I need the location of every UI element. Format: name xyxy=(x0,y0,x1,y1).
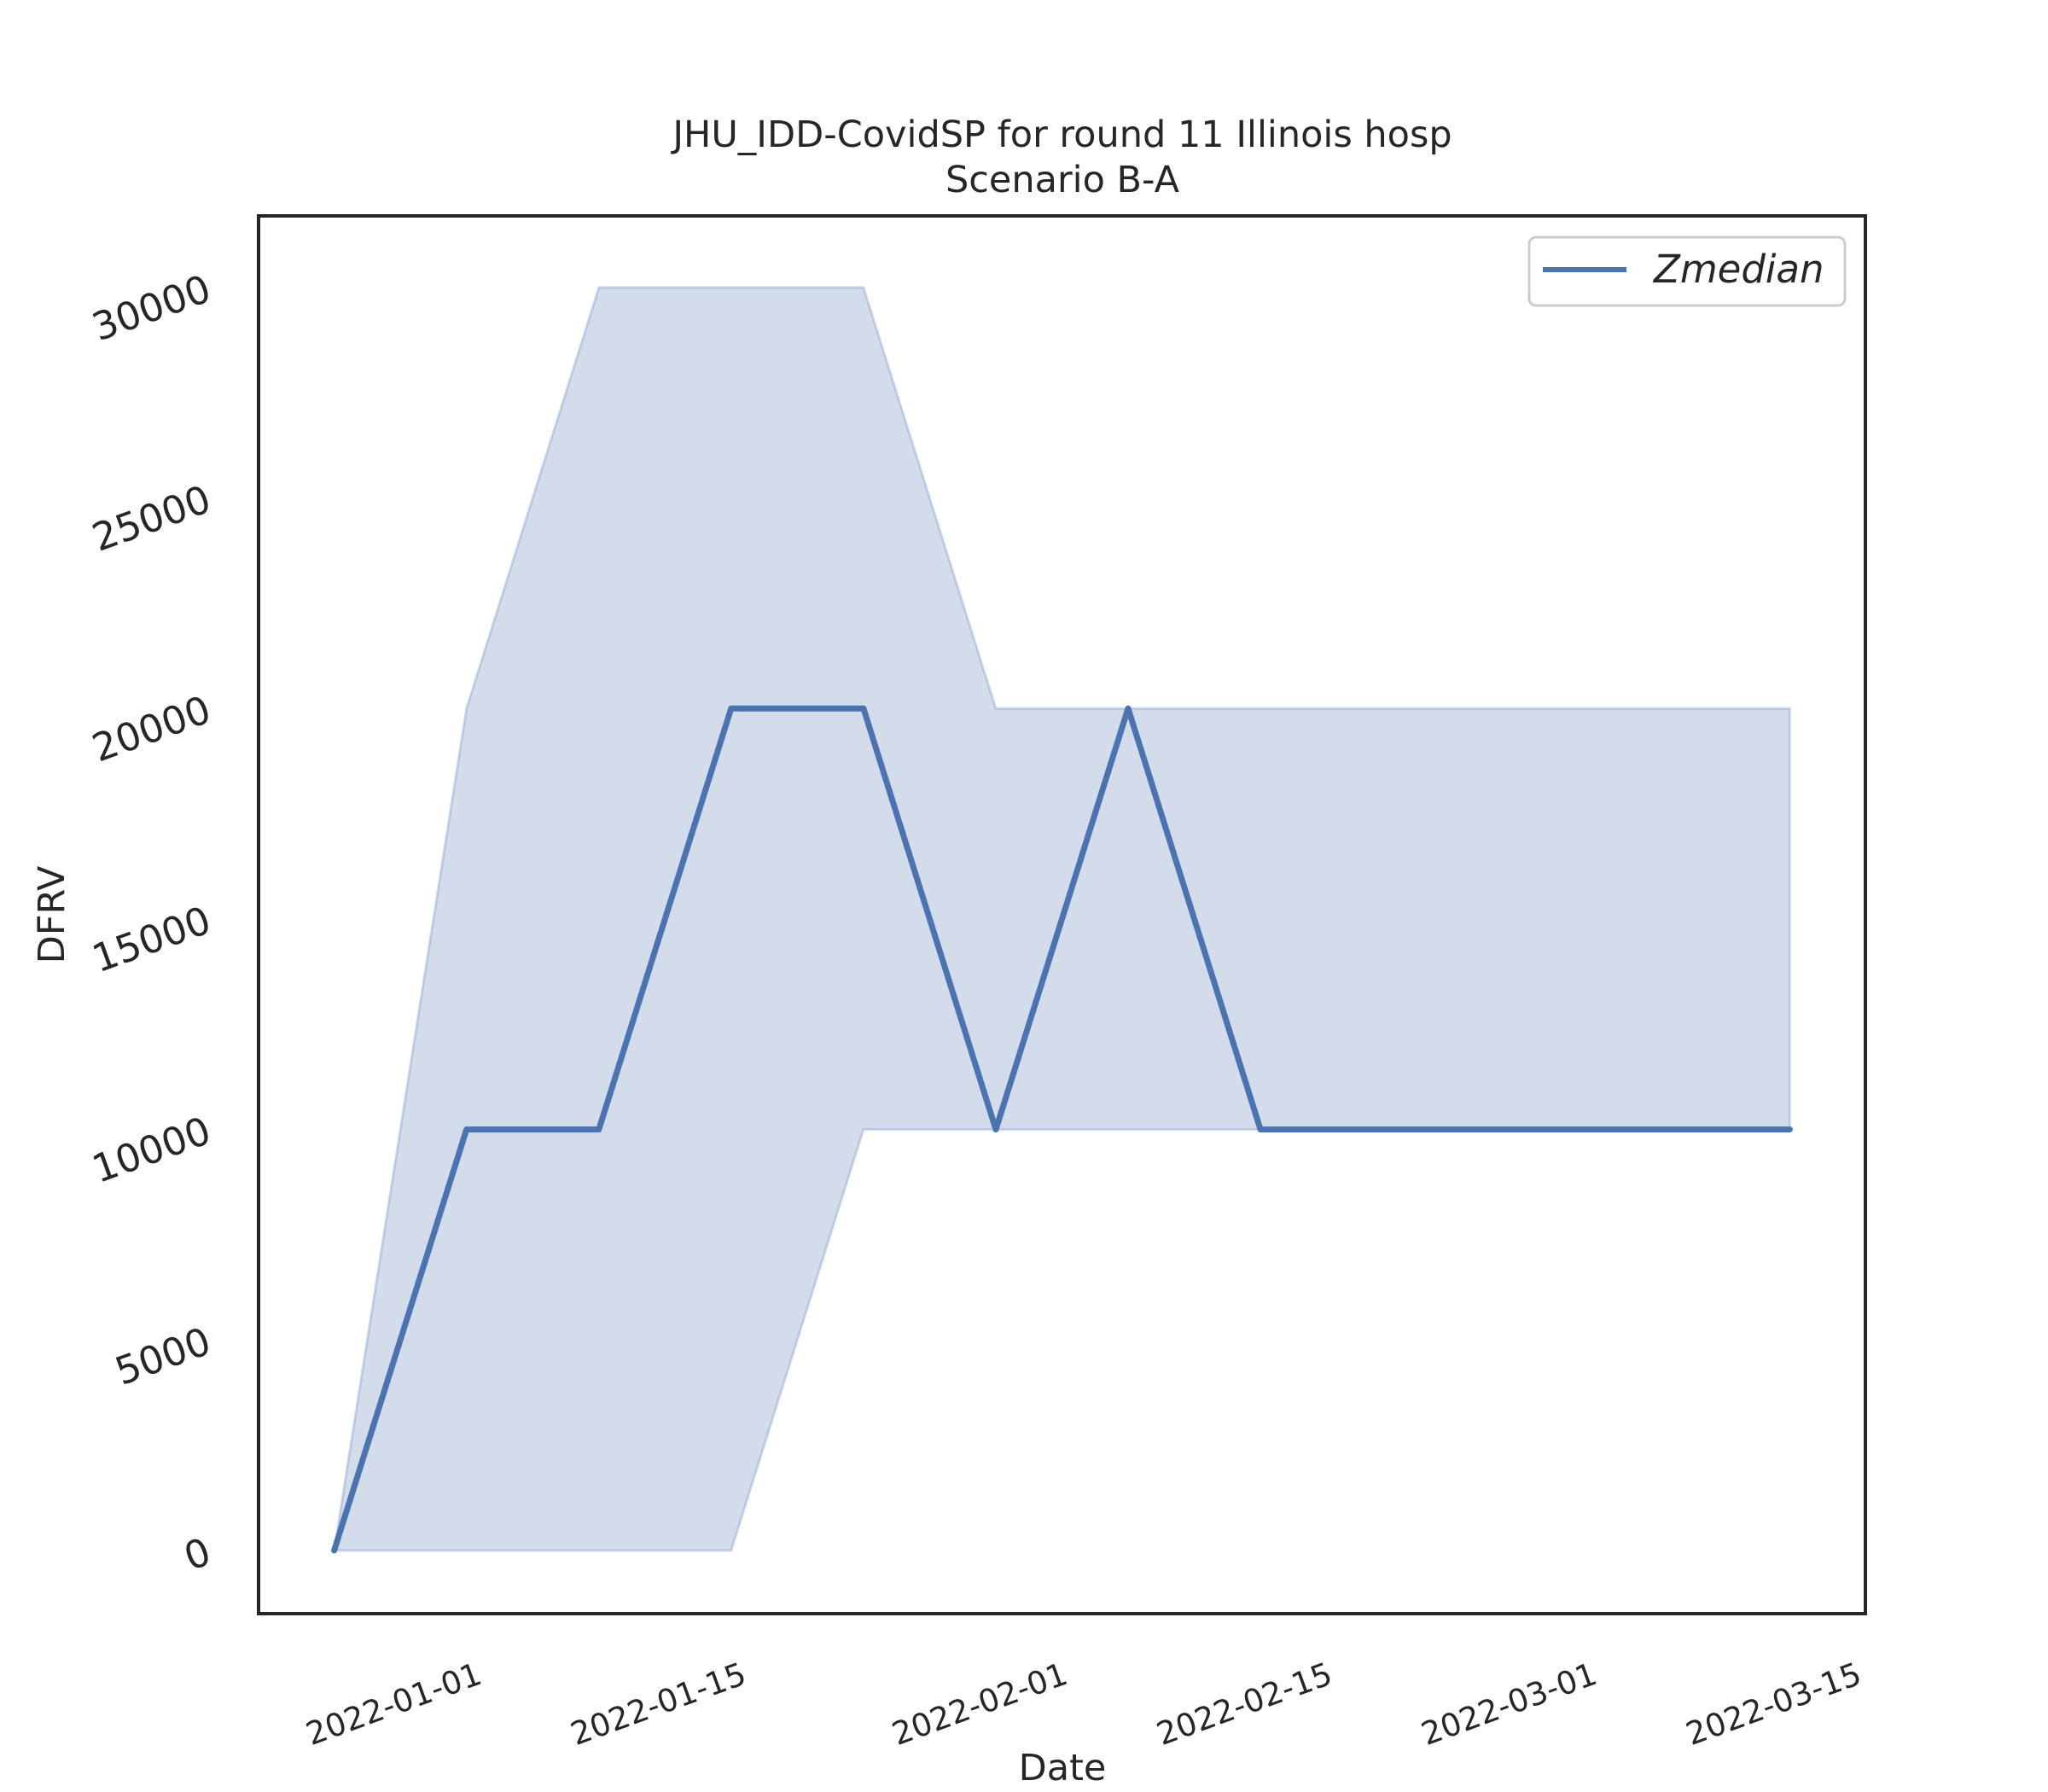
legend: Zmedian xyxy=(1527,236,1847,307)
legend-box xyxy=(1527,236,1847,307)
y-axis-label: DFRV xyxy=(31,865,73,963)
legend-label-zmedian: Zmedian xyxy=(1653,247,1824,292)
series-line-zmedian xyxy=(331,705,1793,1554)
plot-frame xyxy=(257,214,1867,1615)
chart-subtitle: Scenario B-A xyxy=(945,159,1180,201)
chart-title: JHU_IDD-CovidSP for round 11 Illinois ho… xyxy=(670,113,1452,156)
x-axis-label: Date xyxy=(1019,1747,1107,1789)
